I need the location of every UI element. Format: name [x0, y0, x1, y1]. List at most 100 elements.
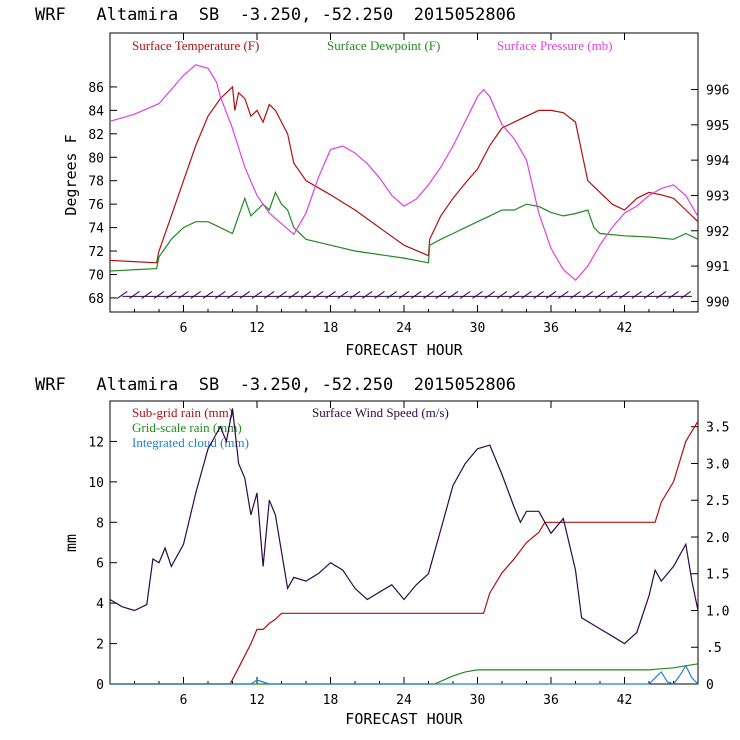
wind-barb [190, 291, 202, 299]
wind-barb [374, 291, 385, 299]
legend-surface-pressure: Surface Pressure (mb) [497, 38, 613, 53]
wind-barb [361, 291, 373, 299]
precipitation-panel: WRF Altamira SB -3.250, -52.250 20150528… [35, 375, 729, 728]
wind-barb [349, 291, 361, 299]
x-tick-label: 30 [470, 321, 486, 336]
legend-subgrid-rain: Sub-grid rain (mm) [132, 405, 233, 420]
wind-barb [643, 291, 655, 299]
y-tick-label: 78 [88, 175, 104, 190]
y2-tick-label: 990 [706, 295, 729, 310]
y-tick-label: 70 [88, 268, 104, 283]
wind-barb [116, 291, 128, 299]
series-line-surface-temperature-f [109, 85, 699, 264]
y2-tick-label: 0 [706, 678, 714, 693]
y-tick-label: 72 [88, 245, 104, 260]
wind-barb [129, 291, 140, 299]
y-tick-label: 6 [96, 557, 104, 572]
y2-tick-label: 995 [706, 119, 729, 134]
y2-tick-label: .5 [706, 641, 722, 656]
y2-tick-label: 1.5 [706, 568, 729, 583]
y-tick-label: 80 [88, 151, 104, 166]
bottom-right-axis: 0 .5 1.0 1.5 2.0 2.5 3.0 3.5 [691, 421, 729, 693]
y-tick-label: 2 [96, 638, 104, 653]
x-tick-label: 18 [323, 693, 339, 708]
wind-barb [606, 291, 618, 299]
y2-tick-label: 993 [706, 189, 729, 204]
series-line-surface-pressure-mb [109, 64, 699, 282]
wind-barb [508, 291, 520, 299]
x-tick-label: 36 [543, 321, 559, 336]
y-tick-label: 8 [96, 516, 104, 531]
wind-barb [410, 291, 422, 299]
series-line-surface-dewpoint-f [109, 190, 699, 272]
top-left-axis: 68 70 72 74 76 78 80 82 84 86 [88, 81, 117, 307]
y-tick-label: 4 [96, 597, 104, 612]
wind-barb [312, 291, 324, 299]
y2-tick-label: 3.0 [706, 457, 729, 472]
legend-surface-temperature: Surface Temperature (F) [132, 38, 259, 53]
wind-barb [337, 291, 349, 299]
top-x-axis: 6 12 18 24 30 36 42 [134, 33, 674, 336]
wind-barb [631, 291, 643, 299]
legend-gridscale-rain: Grid-scale rain (mm) [132, 420, 242, 435]
y-tick-label: 12 [88, 435, 104, 450]
x-tick-label: 42 [617, 321, 633, 336]
wind-barb [214, 291, 226, 299]
wind-barb [178, 291, 189, 299]
wind-barb [496, 291, 508, 299]
y2-tick-label: 1.0 [706, 604, 729, 619]
x-tick-label: 18 [323, 321, 339, 336]
wind-barb [545, 291, 557, 299]
bottom-y-axis-label: mm [62, 534, 80, 552]
bottom-chart-title: WRF Altamira SB -3.250, -52.250 20150528… [35, 375, 516, 395]
x-tick-label: 36 [543, 693, 559, 708]
series-line-integrated-cloud-mm [110, 664, 699, 685]
series-line-grid-scale-rain-mm [110, 663, 699, 685]
wind-barb [300, 291, 312, 299]
legend-integrated-cloud: Integrated cloud (mm) [132, 435, 249, 450]
x-tick-label: 6 [180, 321, 188, 336]
bottom-x-axis: 6 12 18 24 30 36 42 [134, 401, 674, 708]
top-chart-title: WRF Altamira SB -3.250, -52.250 20150528… [35, 5, 516, 25]
y2-tick-label: 3.5 [706, 421, 729, 436]
y-tick-label: 68 [88, 292, 104, 307]
y-tick-label: 0 [96, 678, 104, 693]
y2-tick-label: 2.5 [706, 494, 729, 509]
wind-barb [288, 291, 300, 299]
top-plot-frame [109, 32, 699, 313]
wind-barb [435, 291, 447, 299]
wind-barb [447, 291, 459, 299]
wind-barb [582, 291, 594, 299]
y-tick-label: 74 [88, 222, 104, 237]
wind-barb [521, 291, 532, 299]
wind-barb [594, 291, 606, 299]
wind-barb [619, 291, 630, 299]
wind-barb [655, 291, 667, 299]
wind-barbs [116, 291, 692, 299]
wind-barb [239, 291, 251, 299]
wind-barb [263, 291, 275, 299]
wind-barb [680, 291, 692, 299]
wind-barb [557, 291, 569, 299]
wind-barb [141, 291, 153, 299]
y2-tick-label: 994 [706, 154, 730, 169]
y-tick-label: 76 [88, 198, 104, 213]
series-line-sub-grid-rain-mm [110, 420, 699, 685]
wind-barb [533, 291, 545, 299]
y2-tick-label: 992 [706, 225, 729, 240]
x-tick-label: 24 [396, 693, 412, 708]
top-series-group [109, 64, 699, 282]
wind-barb [386, 291, 398, 299]
top-right-axis: 990 991 992 993 994 995 996 [691, 84, 730, 310]
y-tick-label: 82 [88, 128, 104, 143]
y-tick-label: 86 [88, 81, 104, 96]
temperature-panel: WRF Altamira SB -3.250, -52.250 20150528… [35, 5, 730, 359]
wind-barb [570, 291, 581, 299]
y2-tick-label: 996 [706, 84, 729, 99]
y2-tick-label: 2.0 [706, 531, 729, 546]
y2-tick-label: 991 [706, 260, 729, 275]
series-line-surface-wind-speed-m-s [109, 408, 699, 645]
wind-barb [153, 291, 165, 299]
y-tick-label: 10 [88, 476, 104, 491]
